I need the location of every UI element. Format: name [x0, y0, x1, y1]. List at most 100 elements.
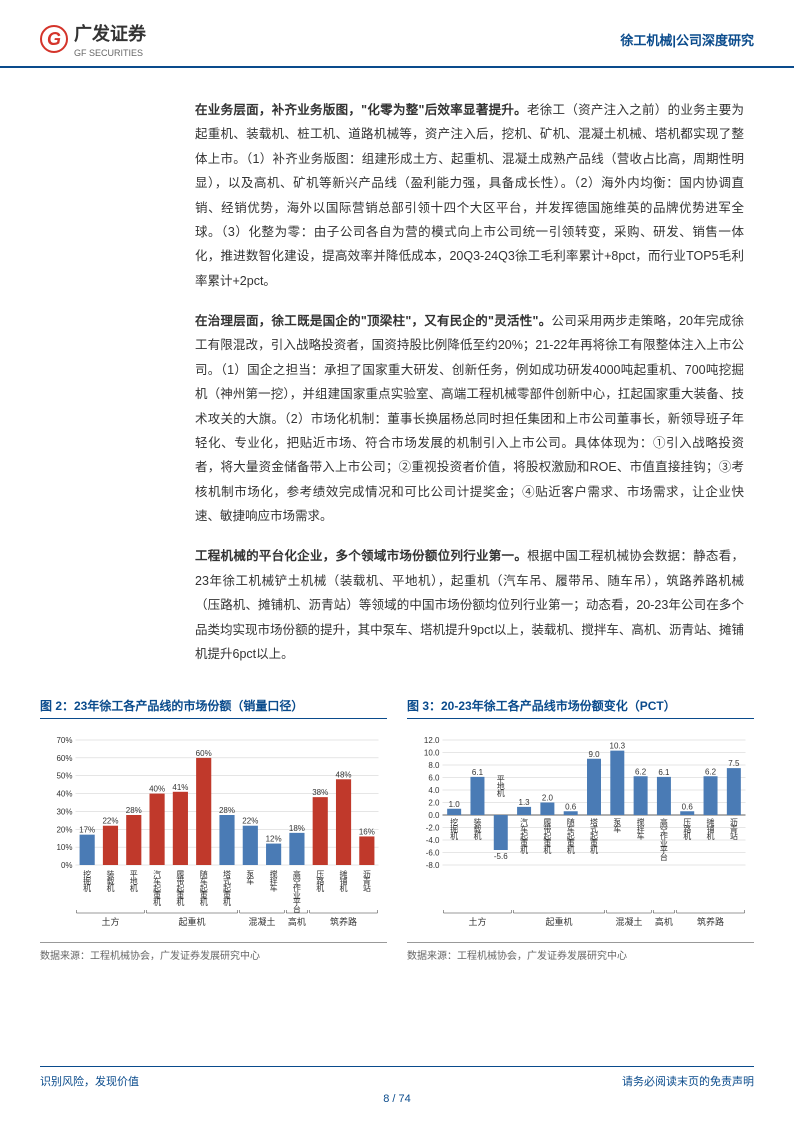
svg-text:8.0: 8.0: [428, 761, 440, 770]
svg-text:41%: 41%: [172, 783, 188, 792]
svg-text:随车起重机: 随车起重机: [199, 869, 208, 907]
footer-left: 识别风险，发现价值: [40, 1073, 139, 1089]
svg-text:2.0: 2.0: [542, 794, 554, 803]
svg-text:48%: 48%: [336, 771, 352, 780]
svg-text:搅拌车: 搅拌车: [636, 817, 645, 841]
chart-3-source: 数据来源：工程机械协会，广发证券发展研究中心: [407, 942, 754, 962]
logo-cn: 广发证券: [74, 20, 146, 46]
svg-text:70%: 70%: [56, 736, 72, 745]
svg-text:60%: 60%: [196, 749, 212, 758]
svg-text:起重机: 起重机: [546, 916, 573, 927]
svg-text:0.6: 0.6: [682, 803, 694, 812]
svg-text:泵车: 泵车: [613, 818, 622, 834]
chart-3-block: 图 3：20-23年徐工各产品线市场份额变化（PCT） -8.0-6.0-4.0…: [407, 697, 754, 962]
svg-text:10.0: 10.0: [424, 749, 440, 758]
svg-text:-5.6: -5.6: [494, 852, 508, 861]
page-header: G 广发证券 GF SECURITIES 徐工机械|公司深度研究: [0, 0, 794, 68]
svg-text:10%: 10%: [56, 843, 72, 852]
svg-text:6.2: 6.2: [635, 768, 647, 777]
svg-text:塔式起重机: 塔式起重机: [590, 817, 599, 855]
page-footer: 识别风险，发现价值 请务必阅读末页的免责声明 8 / 74: [0, 1066, 794, 1105]
svg-text:60%: 60%: [56, 754, 72, 763]
paragraph-1: 在业务层面，补齐业务版图，"化零为整"后效率显著提升。老徐工（资产注入之前）的业…: [195, 98, 744, 293]
svg-text:压路机: 压路机: [683, 818, 692, 841]
footer-right: 请务必阅读末页的免责声明: [622, 1073, 754, 1089]
svg-text:6.1: 6.1: [658, 768, 670, 777]
svg-text:30%: 30%: [56, 808, 72, 817]
svg-text:挖掘机: 挖掘机: [83, 869, 92, 893]
svg-text:-6.0: -6.0: [426, 849, 440, 858]
svg-text:高空作业平台: 高空作业平台: [292, 869, 301, 914]
svg-text:压路机: 压路机: [316, 870, 325, 893]
svg-text:塔式起重机: 塔式起重机: [223, 869, 232, 907]
svg-text:22%: 22%: [242, 817, 258, 826]
svg-text:起重机: 起重机: [179, 916, 206, 927]
svg-text:20%: 20%: [56, 826, 72, 835]
svg-text:履带起重机: 履带起重机: [176, 870, 185, 907]
svg-text:装载机: 装载机: [106, 869, 115, 893]
svg-text:16%: 16%: [359, 828, 375, 837]
svg-text:高机: 高机: [288, 916, 306, 927]
logo-icon: G: [40, 25, 68, 53]
chart-2-source: 数据来源：工程机械协会，广发证券发展研究中心: [40, 942, 387, 962]
chart-2-title: 图 2：23年徐工各产品线的市场份额（销量口径）: [40, 697, 387, 719]
svg-text:38%: 38%: [312, 788, 328, 797]
svg-text:12%: 12%: [266, 835, 282, 844]
svg-text:1.0: 1.0: [449, 800, 461, 809]
svg-text:40%: 40%: [56, 790, 72, 799]
chart-2-block: 图 2：23年徐工各产品线的市场份额（销量口径） 0% 10% 20% 30% 40% 5…: [40, 697, 387, 962]
svg-text:混凝土: 混凝土: [615, 916, 642, 927]
svg-text:汽车起重机: 汽车起重机: [153, 869, 162, 907]
chart-3-title: 图 3：20-23年徐工各产品线市场份额变化（PCT）: [407, 697, 754, 719]
svg-text:土方: 土方: [468, 916, 486, 927]
svg-text:6.0: 6.0: [428, 774, 440, 783]
body-text: 在业务层面，补齐业务版图，"化零为整"后效率显著提升。老徐工（资产注入之前）的业…: [0, 68, 794, 692]
svg-text:随车起重机: 随车起重机: [566, 817, 575, 855]
svg-text:泵车: 泵车: [246, 870, 255, 886]
svg-text:平地机: 平地机: [129, 870, 138, 893]
svg-text:50%: 50%: [56, 772, 72, 781]
svg-text:汽车起重机: 汽车起重机: [520, 817, 529, 855]
svg-text:混凝土: 混凝土: [248, 916, 275, 927]
logo: G 广发证券 GF SECURITIES: [40, 20, 146, 58]
page-number: 8 / 74: [40, 1093, 754, 1105]
svg-text:7.5: 7.5: [728, 759, 740, 768]
logo-en: GF SECURITIES: [74, 48, 146, 58]
paragraph-2: 在治理层面，徐工既是国企的"顶梁柱"，又有民企的"灵活性"。公司采用两步走策略，…: [195, 309, 744, 528]
svg-text:筑养路: 筑养路: [330, 916, 357, 927]
svg-text:高机: 高机: [655, 916, 673, 927]
svg-text:6.2: 6.2: [705, 768, 717, 777]
svg-text:6.1: 6.1: [472, 768, 484, 777]
svg-text:-2.0: -2.0: [426, 824, 440, 833]
svg-text:2.0: 2.0: [428, 799, 440, 808]
svg-text:17%: 17%: [79, 826, 95, 835]
paragraph-3: 工程机械的平台化企业，多个领域市场份额位列行业第一。根据中国工程机械协会数据：静…: [195, 544, 744, 666]
svg-text:摊铺机: 摊铺机: [339, 869, 348, 893]
svg-text:摊铺机: 摊铺机: [706, 817, 715, 841]
svg-text:沥青站: 沥青站: [362, 870, 371, 893]
svg-text:挖掘机: 挖掘机: [450, 817, 459, 841]
svg-text:装载机: 装载机: [473, 817, 482, 841]
svg-text:沥青站: 沥青站: [729, 818, 738, 841]
svg-text:22%: 22%: [102, 817, 118, 826]
svg-text:40%: 40%: [149, 785, 165, 794]
svg-text:履带起重机: 履带起重机: [543, 818, 552, 855]
svg-text:18%: 18%: [289, 824, 305, 833]
chart-3: -8.0-6.0-4.0-2.00.02.04.06.08.010.012.01…: [407, 725, 754, 935]
svg-text:1.3: 1.3: [519, 798, 531, 807]
svg-text:0.6: 0.6: [565, 803, 577, 812]
svg-text:10.3: 10.3: [610, 742, 626, 751]
svg-text:28%: 28%: [219, 806, 235, 815]
svg-text:12.0: 12.0: [424, 736, 440, 745]
header-right: 徐工机械|公司深度研究: [620, 30, 754, 49]
svg-text:4.0: 4.0: [428, 786, 440, 795]
svg-text:9.0: 9.0: [588, 750, 600, 759]
svg-text:土方: 土方: [101, 916, 119, 927]
svg-text:0%: 0%: [61, 861, 73, 870]
svg-text:0.0: 0.0: [428, 811, 440, 820]
svg-text:搅拌车: 搅拌车: [269, 869, 278, 893]
svg-text:-4.0: -4.0: [426, 836, 440, 845]
svg-text:平地机: 平地机: [496, 775, 505, 798]
svg-text:28%: 28%: [126, 806, 142, 815]
chart-2: 0% 10% 20% 30% 40% 50% 60% 70% 17% 挖掘机 22% 装载机 28% 平地…: [40, 725, 387, 935]
